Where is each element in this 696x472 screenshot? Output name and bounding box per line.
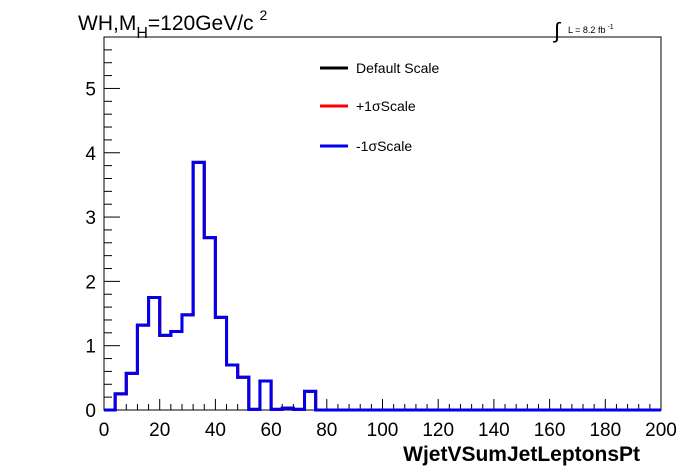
chart-title: WH,MH=120GeV/c 2 bbox=[78, 7, 268, 42]
x-tick-label: 160 bbox=[534, 420, 566, 441]
x-tick-label: 80 bbox=[316, 420, 337, 441]
legend-label: -1σScale bbox=[356, 138, 412, 154]
x-tick-label: 0 bbox=[99, 420, 110, 441]
series-line-1 bbox=[104, 160, 661, 412]
y-tick-label: 0 bbox=[85, 401, 96, 422]
x-tick-label: 200 bbox=[645, 420, 677, 441]
legend: Default Scale +1σScale -1σScale bbox=[320, 60, 439, 154]
plot-frame bbox=[103, 36, 662, 411]
series-group bbox=[104, 160, 661, 412]
x-tick-label: 40 bbox=[205, 420, 226, 441]
y-tick-label: 3 bbox=[85, 208, 96, 229]
y-tick-label: 5 bbox=[85, 79, 96, 100]
x-axis-label: WjetVSumJetLeptonsPt bbox=[403, 443, 640, 466]
x-tick-label: 20 bbox=[149, 420, 170, 441]
y-tick-label: 2 bbox=[85, 272, 96, 293]
x-tick-label: 120 bbox=[422, 420, 454, 441]
x-tick-label: 140 bbox=[478, 420, 510, 441]
series-line-3 bbox=[104, 160, 661, 412]
axes: 0 20 40 60 80 100 120 140 160 180 200 0 1 2 3 4 5 bbox=[85, 36, 677, 441]
y-tick-label: 4 bbox=[85, 144, 96, 165]
x-tick-label: 100 bbox=[367, 420, 399, 441]
integral-sign: ∫ bbox=[552, 18, 562, 43]
series-line-2 bbox=[104, 160, 661, 412]
luminosity-label: L = 8.2 fb -1 bbox=[568, 24, 614, 35]
x-tick-label: 60 bbox=[261, 420, 282, 441]
legend-label: +1σScale bbox=[356, 98, 416, 114]
x-tick-label: 180 bbox=[589, 420, 621, 441]
y-tick-label: 1 bbox=[85, 337, 96, 358]
legend-label: Default Scale bbox=[356, 60, 439, 76]
